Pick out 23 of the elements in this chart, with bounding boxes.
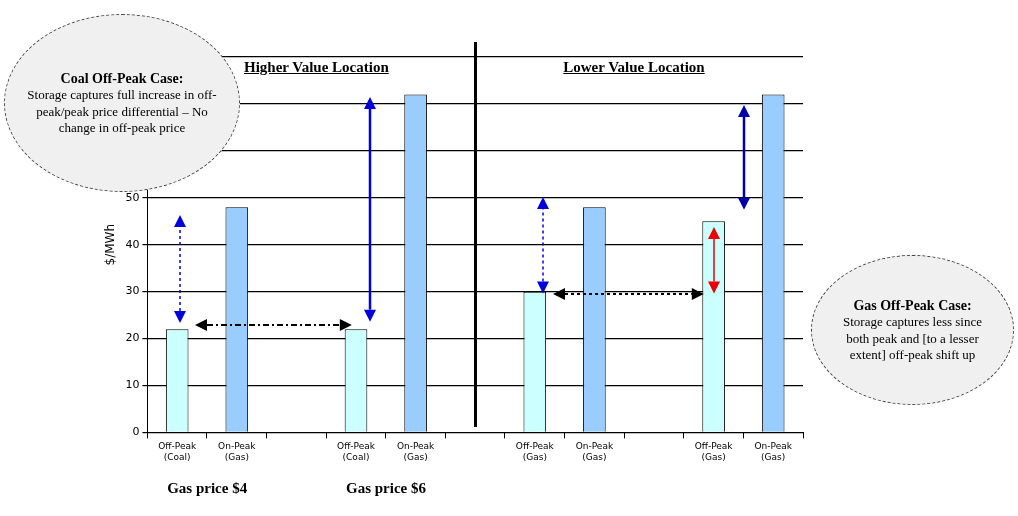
y-tick-label: 20	[125, 331, 140, 345]
text: Gas price $4	[167, 480, 248, 497]
y-axis-title: $/MWh	[103, 223, 118, 266]
x-tick-label: Off-Peak (Coal)	[337, 441, 376, 462]
y-tick-label: 40	[125, 237, 140, 251]
y-tick-label: 50	[125, 190, 140, 204]
x-tick-label: On-Peak (Gas)	[575, 441, 614, 462]
text: Gas price $6	[345, 480, 426, 497]
annotation: Storage captures full increase in off-peak/peak price differential – No change in off-peak price	[27, 87, 217, 137]
x-tick-label: On-Peak (Gas)	[218, 441, 257, 462]
speech-bubble: Coal Off-Peak Case: Storage captures full increase in off-peak/peak price differential – No change in off-peak price	[4, 14, 240, 192]
y-tick-label: 30	[125, 284, 140, 298]
x-tick-label: Off-Peak (Coal)	[158, 441, 197, 462]
x-tick-label: On-Peak (Gas)	[396, 441, 436, 462]
speech-bubble: Gas Off-Peak Case: Storage captures less since both peak and [to a lesser extent] off-peak shift up	[811, 255, 1014, 405]
x-tick-label: On-Peak (Gas)	[754, 441, 793, 462]
x-tick-label: Off-Peak (Gas)	[515, 441, 555, 462]
y-tick-label: 10	[125, 378, 140, 392]
y-tick-label: 0	[132, 425, 140, 439]
annotation: Coal Off-Peak Case:	[60, 69, 184, 88]
annotation: Lower Value Location	[563, 59, 705, 76]
x-tick-label: Off-Peak (Gas)	[694, 441, 734, 462]
annotation: Higher Value Location	[244, 59, 389, 76]
